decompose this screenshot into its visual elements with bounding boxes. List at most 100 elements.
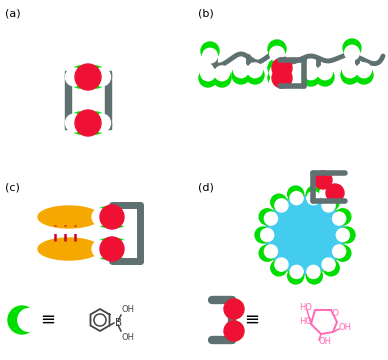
Circle shape [357,63,371,78]
Circle shape [100,237,124,261]
Text: HO: HO [299,318,312,327]
Circle shape [18,309,41,332]
Circle shape [116,209,132,225]
Circle shape [8,306,36,334]
Circle shape [100,205,124,229]
Circle shape [335,209,351,225]
Circle shape [288,268,304,284]
Circle shape [92,209,108,225]
Circle shape [85,112,107,134]
Circle shape [270,65,284,80]
Circle shape [264,245,277,258]
Circle shape [224,321,244,341]
Circle shape [323,194,339,210]
Circle shape [271,260,287,276]
Circle shape [255,227,271,243]
Circle shape [224,299,244,319]
Circle shape [259,209,275,225]
Text: OH: OH [121,305,134,314]
Circle shape [322,258,335,271]
Circle shape [234,63,248,78]
Circle shape [322,199,335,212]
Circle shape [109,239,128,259]
Circle shape [246,66,264,84]
Circle shape [326,184,344,202]
Circle shape [95,239,115,259]
Circle shape [304,65,319,80]
Circle shape [268,69,286,87]
Text: HO: HO [299,303,312,312]
Circle shape [272,58,292,78]
Circle shape [339,227,355,243]
Circle shape [323,260,339,276]
Circle shape [333,212,346,225]
Circle shape [109,207,128,227]
Circle shape [268,40,286,58]
Circle shape [271,194,287,210]
Circle shape [66,114,83,132]
Circle shape [307,265,320,278]
Circle shape [248,63,262,78]
Circle shape [335,245,351,261]
Circle shape [308,174,321,186]
Circle shape [322,185,338,201]
Circle shape [75,110,101,136]
Bar [65,123,111,129]
Text: OH: OH [339,324,352,333]
Circle shape [201,66,215,81]
Circle shape [318,65,333,80]
Text: OH: OH [121,333,134,342]
Bar [105,74,111,126]
Circle shape [95,207,115,227]
Text: (d): (d) [198,182,214,192]
Ellipse shape [38,238,100,260]
Circle shape [343,39,361,57]
Circle shape [116,241,132,257]
Circle shape [92,68,111,86]
Text: (a): (a) [5,8,21,18]
Circle shape [270,75,284,90]
Circle shape [333,245,346,258]
Bar [65,74,71,126]
Circle shape [302,68,320,86]
Circle shape [213,69,231,87]
Ellipse shape [38,206,100,228]
Circle shape [261,229,274,242]
Circle shape [316,68,334,86]
Circle shape [203,48,217,63]
Circle shape [201,42,219,60]
Text: OH: OH [319,338,332,346]
Circle shape [69,66,91,88]
Circle shape [307,192,320,205]
Circle shape [320,186,333,199]
Circle shape [268,59,286,77]
Text: B: B [115,318,122,328]
Circle shape [290,265,303,278]
Circle shape [75,64,101,90]
Circle shape [290,192,303,205]
Circle shape [264,212,277,225]
Circle shape [275,199,288,212]
Circle shape [275,258,288,271]
Circle shape [343,63,357,78]
Bar [68,74,108,126]
Circle shape [92,241,108,257]
Circle shape [310,172,326,188]
Circle shape [307,268,322,284]
Circle shape [314,171,332,189]
Circle shape [232,66,250,84]
Text: O: O [331,310,338,319]
Text: (c): (c) [5,182,20,192]
Circle shape [270,46,284,61]
Circle shape [307,186,322,202]
Circle shape [336,229,350,242]
Circle shape [272,68,292,88]
Circle shape [92,114,111,132]
Circle shape [66,68,83,86]
Circle shape [85,66,107,88]
Circle shape [265,195,345,275]
Circle shape [355,66,373,84]
Circle shape [259,245,275,261]
Circle shape [345,45,359,60]
Circle shape [341,66,359,84]
